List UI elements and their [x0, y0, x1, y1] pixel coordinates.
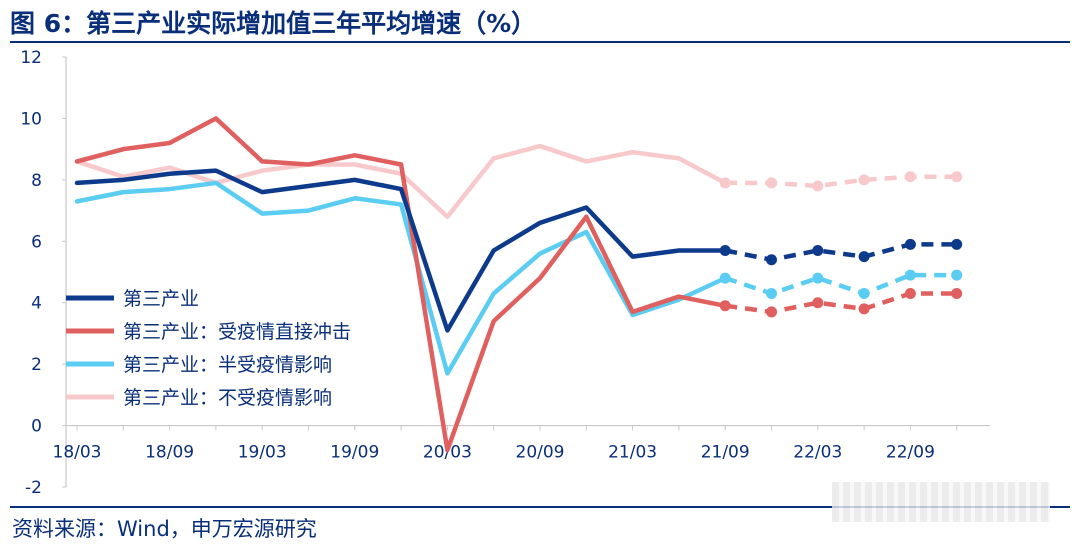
x-tick-label: 21/03 [608, 443, 657, 463]
series-point [904, 238, 916, 250]
series-point [812, 297, 824, 309]
x-tick-label: 19/09 [330, 443, 379, 463]
title-rule [10, 41, 1070, 43]
chart-title: 图 6：第三产业实际增加值三年平均增速（%） [10, 9, 537, 38]
series-point [812, 245, 824, 256]
series-line [74, 180, 728, 376]
series-point [858, 174, 870, 186]
series-forecast-line [724, 272, 957, 296]
series-point [858, 251, 870, 263]
series-point [766, 306, 777, 318]
footer-rule [10, 506, 1070, 508]
watermark [832, 482, 1050, 522]
series-point [719, 177, 731, 189]
y-tick-label: 2 [31, 355, 42, 375]
series-point [951, 238, 963, 250]
y-tick-label: 8 [31, 171, 42, 191]
series-point [812, 272, 824, 284]
series-point [766, 177, 777, 189]
y-tick-label: 6 [31, 232, 42, 252]
x-tick-label: 21/09 [701, 443, 750, 463]
series-point [766, 254, 777, 266]
legend-label: 第三产业：半受疫情影响 [123, 354, 332, 376]
y-tick-label: -2 [25, 478, 42, 498]
x-tick-label: 18/03 [53, 443, 102, 463]
series-forecast-line [725, 174, 957, 189]
x-tick-label: 20/03 [423, 443, 472, 463]
y-tick-label: 4 [31, 294, 42, 314]
series-point [766, 288, 777, 299]
x-tick-label: 19/03 [238, 443, 287, 463]
x-tick-label: 20/09 [516, 443, 565, 463]
series-point [951, 171, 963, 183]
line-chart: -2 0 2 4 6 8 10 12 18/03 18/09 19/03 19/09 20/03 20/0… [20, 48, 990, 498]
series-point [951, 288, 963, 299]
y-tick-label: 12 [20, 48, 42, 68]
series-point [812, 180, 824, 192]
legend-label: 第三产业 [123, 288, 199, 310]
x-tick-label: 22/03 [793, 443, 842, 463]
y-tick-label: 10 [20, 109, 42, 129]
source-note: 资料来源：Wind，申万宏源研究 [12, 517, 317, 541]
y-tick-label: 0 [31, 417, 42, 437]
series-point [904, 288, 916, 299]
x-tick-label: 22/09 [886, 443, 935, 463]
series-point [719, 272, 731, 284]
series-forecast-line [724, 242, 957, 262]
series-line [74, 168, 728, 333]
x-tick-label: 18/09 [145, 443, 194, 463]
series-point [858, 288, 870, 299]
series-point [719, 300, 731, 312]
series-point [858, 303, 870, 315]
legend-label: 第三产业：不受疫情影响 [123, 387, 332, 409]
series-forecast-line [724, 291, 957, 315]
series-point [904, 269, 916, 281]
series-line [74, 116, 728, 453]
series-point [951, 269, 963, 281]
series-point [904, 171, 916, 183]
series-point [719, 245, 731, 256]
legend-label: 第三产业：受疫情直接冲击 [123, 321, 351, 343]
